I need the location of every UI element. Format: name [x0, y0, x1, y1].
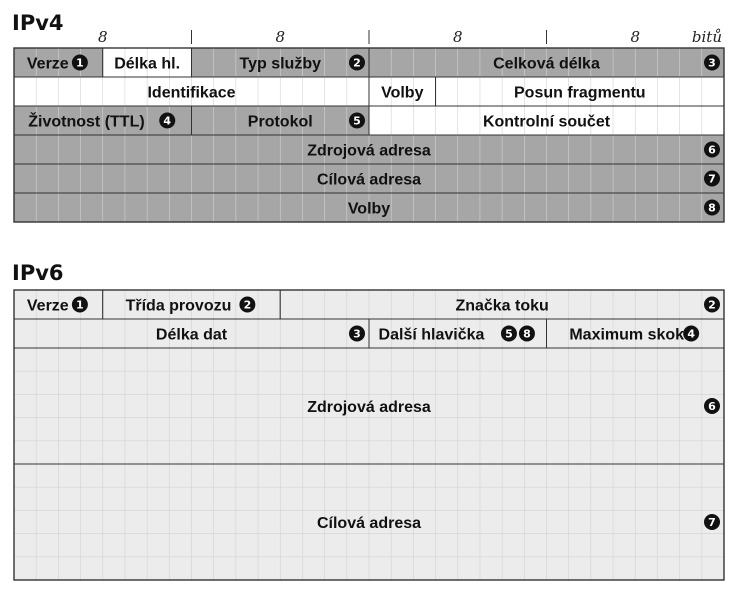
- svg-text:7: 7: [708, 516, 716, 529]
- svg-text:2: 2: [244, 299, 252, 312]
- ipv4-field-zdrojová-adresa-label: Zdrojová adresa: [307, 143, 431, 160]
- ipv4-field-volby-marker-8: 8: [704, 199, 720, 216]
- ipv6-row: Zdrojová adresa 6: [13, 347, 725, 465]
- ipv4-field-životnost-ttl-: Životnost (TTL) 4: [13, 105, 192, 136]
- ipv6-field-zdrojová-adresa-marker-6: 6: [704, 398, 720, 414]
- ipv4-field-identifikace: Identifikace: [13, 76, 370, 107]
- ipv6-field-délka-dat-label: Délka dat: [156, 327, 228, 344]
- ipv6-field-zdrojová-adresa-label: Zdrojová adresa: [307, 399, 431, 416]
- ipv4-field-posun-fragmentu: Posun fragmentu: [435, 76, 725, 107]
- ipv4-bit-ruler: 8 8 8 8 bitů: [98, 28, 722, 46]
- ipv4-field-cílová-adresa: Cílová adresa 7: [13, 163, 725, 194]
- ipv4-field-protokol: Protokol 5: [191, 105, 370, 136]
- svg-text:3: 3: [708, 57, 716, 70]
- ipv4-field-typ-služby-marker-2: 2: [349, 54, 365, 71]
- ipv6-field-maximum-skoků-marker-4: 4: [683, 325, 700, 342]
- ipv4-field-verze-label: Verze: [27, 56, 69, 73]
- ipv4-row: Identifikace Volby Posun fragmentu: [13, 76, 725, 107]
- ipv4-field-protokol-label: Protokol: [248, 114, 313, 131]
- svg-text:4: 4: [163, 115, 171, 128]
- ipv6-field-další-hlavička: Další hlavička 5 8: [368, 318, 547, 349]
- ipv6-field-maximum-skoků-label: Maximum skoků: [569, 327, 693, 344]
- ipv4-field-volby-label: Volby: [381, 85, 423, 102]
- ipv6-header: Verze 1 Třída provozu 2 Značka toku 2 Délka da…: [13, 289, 725, 581]
- ipv6-field-značka-toku: Značka toku 2: [279, 289, 725, 320]
- ipv4-field-volby: Volby: [368, 76, 437, 107]
- ipv6-field-třída-provozu-marker-2: 2: [239, 296, 256, 313]
- bit-group-label: 8: [630, 28, 640, 46]
- svg-text:1: 1: [76, 57, 84, 70]
- ipv4-title: IPv4: [12, 11, 64, 35]
- ipv6-field-třída-provozu: Třída provozu 2: [102, 289, 281, 320]
- ipv6-field-cílová-adresa: Cílová adresa 7: [13, 463, 725, 581]
- bits-unit-label: bitů: [692, 28, 722, 46]
- ipv6-field-značka-toku-label: Značka toku: [455, 298, 548, 315]
- ipv6-row: Verze 1 Třída provozu 2 Značka toku 2: [13, 289, 725, 320]
- ipv6-field-značka-toku-marker-2: 2: [704, 296, 720, 313]
- ipv4-header: Verze 1 Délka hl. Typ služby 2 Celková délka 3…: [13, 47, 725, 223]
- ipv4-row: Volby 8: [13, 192, 725, 223]
- svg-text:4: 4: [687, 328, 695, 341]
- svg-text:6: 6: [708, 400, 716, 413]
- svg-text:2: 2: [708, 299, 716, 312]
- ipv4-field-životnost-ttl--label: Životnost (TTL): [28, 112, 144, 131]
- ipv4-field-celková-délka-label: Celková délka: [493, 56, 600, 73]
- svg-text:3: 3: [353, 328, 361, 341]
- bit-group-label: 8: [275, 28, 285, 46]
- ipv4-field-celková-délka: Celková délka 3: [368, 47, 725, 78]
- ipv6-outline: [13, 289, 725, 581]
- ipv6-field-verze: Verze 1: [13, 289, 104, 320]
- ipv6-title: IPv6: [12, 261, 64, 285]
- ipv4-field-verze: Verze 1: [13, 47, 104, 78]
- ipv4-field-volby: Volby 8: [13, 192, 725, 223]
- ipv4-field-zdrojová-adresa-marker-6: 6: [704, 141, 720, 158]
- svg-text:2: 2: [353, 57, 361, 70]
- ipv6-field-další-hlavička-marker-5: 5: [500, 325, 517, 342]
- ipv4-field-životnost-ttl--marker-4: 4: [159, 112, 176, 129]
- ipv4-field-kontrolní-součet: Kontrolní součet: [368, 105, 725, 136]
- ipv4-field-celková-délka-marker-3: 3: [704, 54, 720, 71]
- ipv6-row: Cílová adresa 7: [13, 463, 725, 581]
- ipv4-field-cílová-adresa-marker-7: 7: [704, 170, 720, 187]
- ipv4-outline: [13, 47, 725, 223]
- ipv4-field-zdrojová-adresa: Zdrojová adresa 6: [13, 134, 725, 165]
- ipv4-field-kontrolní-součet-label: Kontrolní součet: [483, 114, 611, 131]
- ipv4-row: Životnost (TTL) 4 Protokol 5 Kontrolní souče…: [13, 105, 725, 136]
- ipv6-field-další-hlavička-label: Další hlavička: [379, 327, 485, 344]
- ipv6-field-zdrojová-adresa: Zdrojová adresa 6: [13, 347, 725, 465]
- ipv6-field-cílová-adresa-marker-7: 7: [704, 514, 720, 530]
- svg-text:8: 8: [708, 202, 716, 215]
- ipv4-field-délka-hl--label: Délka hl.: [114, 56, 180, 73]
- ipv6-field-další-hlavička-marker-8: 8: [518, 325, 535, 342]
- ipv4-field-protokol-marker-5: 5: [349, 112, 365, 129]
- ipv6-field-délka-dat: Délka dat 3: [13, 318, 370, 349]
- svg-text:5: 5: [505, 328, 513, 341]
- ipv4-row: Cílová adresa 7: [13, 163, 725, 194]
- ipv4-row: Verze 1 Délka hl. Typ služby 2 Celková délka 3: [13, 47, 725, 78]
- ipv4-field-identifikace-label: Identifikace: [147, 85, 235, 102]
- ipv6-field-verze-label: Verze: [27, 298, 69, 315]
- bit-group-label: 8: [98, 28, 108, 46]
- svg-text:6: 6: [708, 144, 716, 157]
- ipv4-field-cílová-adresa-label: Cílová adresa: [317, 172, 421, 189]
- ipv6-field-třída-provozu-label: Třída provozu: [126, 298, 232, 315]
- ipv4-field-typ-služby-label: Typ služby: [240, 56, 322, 73]
- ipv4-field-verze-marker-1: 1: [71, 54, 88, 71]
- svg-text:8: 8: [523, 328, 531, 341]
- ipv4-field-volby-label: Volby: [348, 201, 390, 218]
- ipv4-field-typ-služby: Typ služby 2: [191, 47, 370, 78]
- svg-text:1: 1: [76, 299, 84, 312]
- ipv4-field-posun-fragmentu-label: Posun fragmentu: [514, 85, 646, 102]
- bit-group-label: 8: [453, 28, 463, 46]
- svg-text:7: 7: [708, 173, 716, 186]
- ipv6-field-délka-dat-marker-3: 3: [349, 325, 365, 342]
- svg-text:5: 5: [353, 115, 361, 128]
- ipv4-field-délka-hl-: Délka hl.: [102, 47, 192, 78]
- ipv4-row: Zdrojová adresa 6: [13, 134, 725, 165]
- ipv6-field-cílová-adresa-label: Cílová adresa: [317, 515, 421, 532]
- ipv6-field-verze-marker-1: 1: [71, 296, 88, 313]
